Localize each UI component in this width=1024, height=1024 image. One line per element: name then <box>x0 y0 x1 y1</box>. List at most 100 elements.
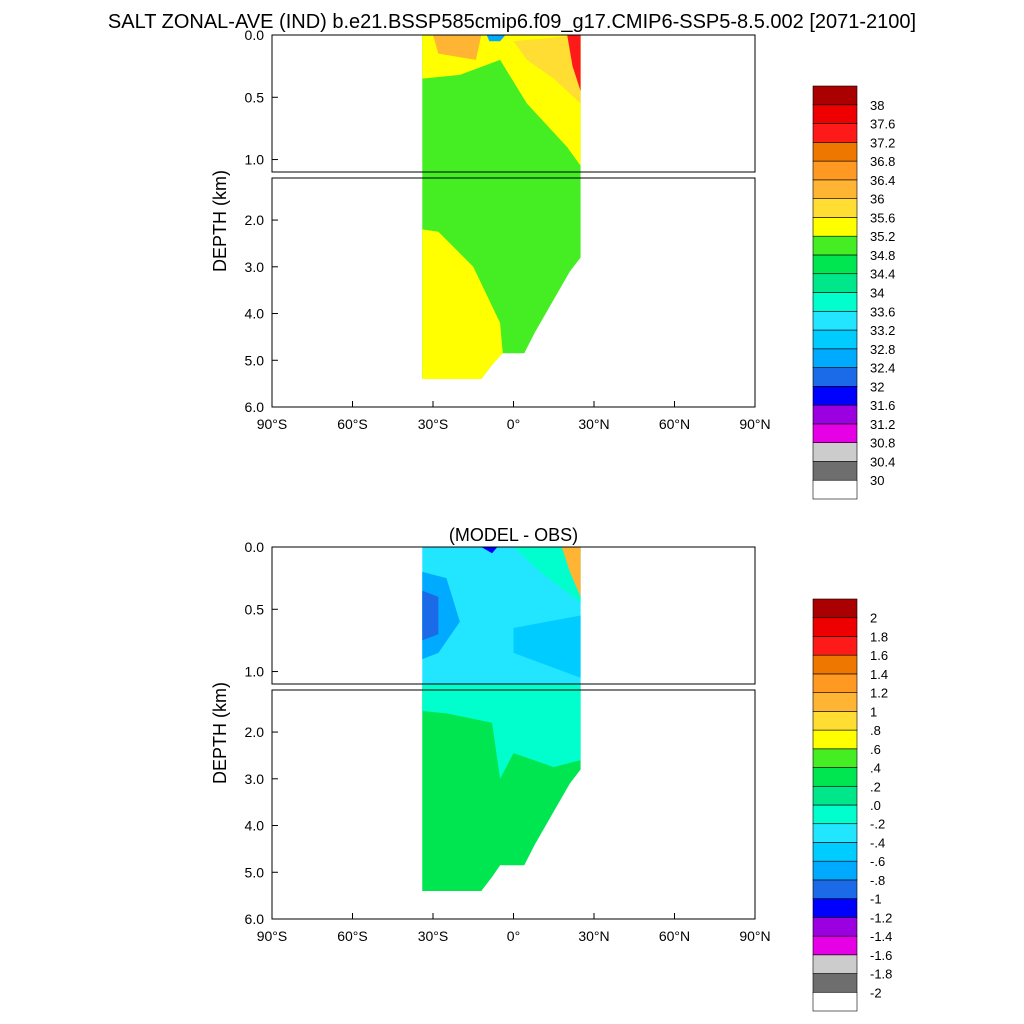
colorbar-box <box>812 85 858 106</box>
x-tick-label: 90°N <box>739 928 770 944</box>
y-tick-label: 4.0 <box>245 818 265 834</box>
y-tick-label: 2.0 <box>245 212 265 228</box>
colorbar-box <box>812 310 858 331</box>
colorbar-box <box>812 973 858 993</box>
diff-blue-lobe <box>422 571 460 660</box>
ocean-field <box>422 35 581 379</box>
x-tick-label: 30°S <box>418 928 449 944</box>
colorbar-box <box>812 461 858 481</box>
salinity-fresh-surface <box>486 35 506 42</box>
colorbar-label: 2 <box>870 611 877 626</box>
colorbar-box <box>812 673 858 693</box>
colorbar-box <box>812 879 858 899</box>
colorbar-label: 32.4 <box>870 361 895 376</box>
colorbar-label: 33.6 <box>870 304 895 319</box>
colorbar-box <box>812 860 858 881</box>
colorbar-label: 37.6 <box>870 117 895 132</box>
colorbar-box <box>812 692 858 712</box>
y-tick-label: 2.0 <box>245 724 265 740</box>
y-tick-label: 5.0 <box>245 864 265 880</box>
y-tick-label: 0.0 <box>245 539 265 555</box>
page-title: SALT ZONAL-AVE (IND) b.e21.BSSP585cmip6.… <box>108 11 916 33</box>
colorbar-label: -.2 <box>870 817 885 832</box>
salinity-red <box>567 35 581 92</box>
colorbar-label: 1.2 <box>870 686 888 701</box>
x-tick-label: 90°S <box>257 928 288 944</box>
colorbar-label: 1 <box>870 704 877 719</box>
y-tick-label: 1.0 <box>245 152 265 168</box>
colorbar-box <box>812 617 858 637</box>
colorbar-box <box>812 179 858 199</box>
colorbar-label: 38 <box>870 98 884 113</box>
y-tick-label: 3.0 <box>245 771 265 787</box>
colorbar-label: 31.2 <box>870 417 895 432</box>
y-tick-label: 6.0 <box>245 911 265 927</box>
colorbar-box <box>812 142 858 162</box>
colorbar-label: -1.6 <box>870 948 892 963</box>
colorbar-label: 30.8 <box>870 436 895 451</box>
colorbar-label: 30 <box>870 473 884 488</box>
colorbar-box <box>812 235 858 256</box>
colorbar-box <box>812 954 858 974</box>
colorbar-label: -1.8 <box>870 967 892 982</box>
colorbar-label: 31.6 <box>870 398 895 413</box>
x-tick-label: 30°N <box>578 416 609 432</box>
colorbar-label: .8 <box>870 723 881 738</box>
salinity-deep-yellow <box>422 229 503 379</box>
x-tick-label: 90°N <box>739 416 770 432</box>
y-tick-label: 4.0 <box>245 306 265 322</box>
colorbar-label: -.8 <box>870 873 885 888</box>
colorbar-label: 30.4 <box>870 454 895 469</box>
diff-warm-surface <box>561 547 581 597</box>
y-axis-label: DEPTH (km) <box>210 682 230 784</box>
colorbar-box <box>812 767 858 787</box>
colorbar-box <box>812 423 858 443</box>
diff-deep-aqua <box>422 684 581 779</box>
colorbar-label: -1.4 <box>870 929 892 944</box>
upper-frame <box>271 34 756 173</box>
colorbar-box <box>812 711 858 731</box>
colorbar-box <box>812 991 858 1012</box>
x-tick-label: 60°S <box>337 928 368 944</box>
colorbar-label: .6 <box>870 742 881 757</box>
x-tick-label: 60°N <box>659 416 690 432</box>
x-tick-label: 30°S <box>418 416 449 432</box>
colorbar-box <box>812 404 858 425</box>
colorbar-label: .4 <box>870 761 881 776</box>
diff-deep-blue-lobe <box>422 590 439 641</box>
salinity-orange-south <box>433 35 482 60</box>
colorbar-box <box>812 367 858 387</box>
colorbar-box <box>812 823 858 843</box>
y-tick-label: 0.0 <box>245 27 265 43</box>
colorbar-box <box>812 935 858 956</box>
x-tick-label: 0° <box>507 416 520 432</box>
colorbar-label: 34 <box>870 286 884 301</box>
colorbar-label: 1.8 <box>870 629 888 644</box>
colorbar-label: 32 <box>870 379 884 394</box>
colorbar-label: -.4 <box>870 835 885 850</box>
x-tick-label: 30°N <box>578 928 609 944</box>
model-minus-obs-panel: (MODEL - OBS)0.00.51.02.03.04.05.06.0DEP… <box>210 525 892 1012</box>
colorbar-label: 36.8 <box>870 154 895 169</box>
diff-fresh-spot <box>481 547 498 554</box>
colorbar-box <box>812 329 858 350</box>
salinity-orange <box>513 35 581 104</box>
y-axis-label: DEPTH (km) <box>210 170 230 272</box>
colorbar-box <box>812 123 858 143</box>
colorbar-box <box>812 729 858 750</box>
colorbar-box <box>812 292 858 312</box>
colorbar-label: 36.4 <box>870 173 895 188</box>
colorbar-box <box>812 898 858 918</box>
colorbar-label: 1.4 <box>870 667 888 682</box>
y-tick-label: 1.0 <box>245 664 265 680</box>
colorbar-label: 33.2 <box>870 323 895 338</box>
y-tick-label: 0.5 <box>245 89 265 105</box>
panel-title: (MODEL - OBS) <box>449 525 578 545</box>
upper-frame <box>271 546 756 685</box>
colorbar-box <box>812 348 858 368</box>
colorbar-box <box>812 386 858 406</box>
diff-cyan-band <box>513 615 581 678</box>
colorbar-label: -2 <box>870 985 882 1000</box>
ocean-field <box>422 547 581 891</box>
x-tick-label: 90°S <box>257 416 288 432</box>
